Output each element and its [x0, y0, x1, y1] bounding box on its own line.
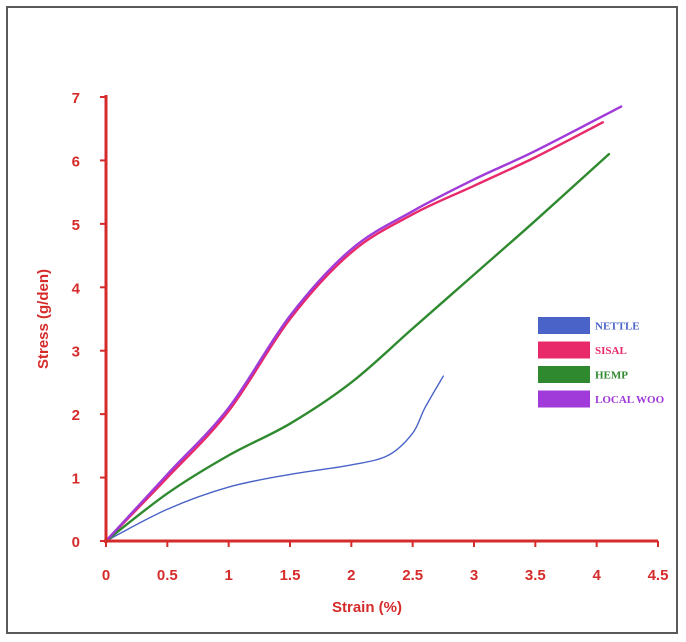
legend-label-local-woo: LOCAL WOO [595, 394, 665, 406]
x-tick-label: 0.5 [157, 567, 178, 584]
series-line-hemp [106, 154, 609, 541]
x-tick-label: 0 [102, 567, 110, 584]
y-tick-label: 0 [72, 534, 80, 551]
legend-label-hemp: HEMP [595, 370, 628, 382]
y-tick-label: 6 [72, 153, 80, 170]
y-tick-label: 4 [72, 280, 81, 297]
series-line-nettle [106, 376, 443, 541]
x-tick-label: 4.5 [648, 567, 669, 584]
x-tick-label: 2 [347, 567, 355, 584]
legend-swatch-hemp [538, 366, 590, 383]
y-tick-label: 1 [72, 471, 80, 488]
y-tick-label: 2 [72, 407, 80, 424]
legend-label-nettle: NETTLE [595, 321, 640, 333]
x-axis-title: Strain (%) [332, 599, 402, 616]
y-axis-title: Stress (g/den) [35, 269, 52, 369]
y-tick-label: 3 [72, 344, 80, 361]
legend: NETTLE SISAL HEMP LOCAL WOO [538, 317, 665, 408]
y-tick-label: 5 [72, 217, 80, 234]
legend-label-sisal: SISAL [595, 345, 627, 357]
x-tick-label: 2.5 [402, 567, 423, 584]
series-line-sisal [106, 122, 603, 541]
x-tick-label: 3.5 [525, 567, 546, 584]
x-tick-label: 3 [470, 567, 478, 584]
axes-layer: 0 0.5 1 1.5 2 2.5 3 3.5 4 4.5 0 1 2 3 4 5 6 7 [72, 90, 669, 584]
legend-swatch-nettle [538, 317, 590, 334]
x-tick-label: 4 [592, 567, 601, 584]
legend-swatch-sisal [538, 342, 590, 359]
x-tick-label: 1 [224, 567, 232, 584]
x-tick-label: 1.5 [280, 567, 301, 584]
y-tick-label: 7 [72, 90, 80, 107]
legend-swatch-local-woo [538, 391, 590, 408]
